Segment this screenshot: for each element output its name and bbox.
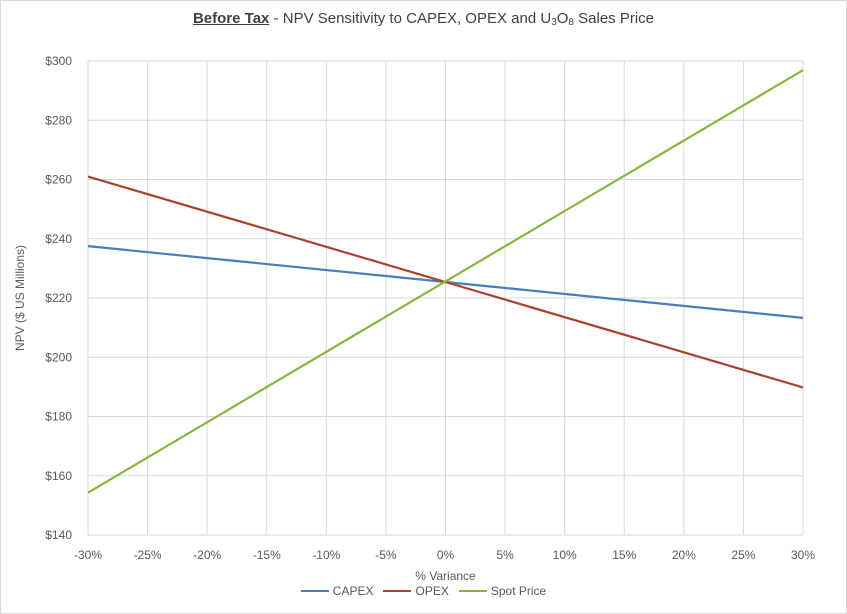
y-tick-label: $140 [45, 528, 72, 542]
x-tick-label: 0% [437, 548, 455, 562]
legend-swatch [458, 590, 487, 592]
y-tick-label: $240 [45, 232, 72, 246]
title-subscript-8: 8 [568, 17, 574, 28]
series-line-spot-price [87, 69, 804, 494]
x-tick-label: 15% [612, 548, 636, 562]
title-subscript-3: 3 [551, 17, 557, 28]
y-axis-tick-labels: $140 $160 $180 $200 $220 $240 $260 $280 $300 [45, 54, 72, 542]
x-tick-label: 30% [791, 548, 815, 562]
legend-item-capex: CAPEX [300, 584, 374, 598]
x-tick-label: 10% [553, 548, 577, 562]
y-tick-label: $300 [45, 54, 72, 68]
x-tick-label: -10% [312, 548, 340, 562]
y-axis-title: NPV ($ US Millions) [13, 245, 27, 351]
x-axis-tick-labels: -30% -25% -20% -15% -10% -5% 0% 5% 10% 15% 20% 25% 3… [74, 548, 815, 562]
x-tick-label: -5% [375, 548, 397, 562]
gridlines [87, 60, 804, 536]
y-tick-label: $160 [45, 469, 72, 483]
x-axis-title: % Variance [415, 569, 476, 583]
y-tick-label: $220 [45, 291, 72, 305]
x-tick-label: -20% [193, 548, 221, 562]
title-end: Sales Price [573, 10, 655, 27]
legend-label: OPEX [415, 584, 449, 598]
title-before-tax: Before Tax [192, 10, 270, 27]
y-tick-label: $280 [45, 113, 72, 127]
legend-swatch [383, 590, 412, 592]
y-tick-label: $180 [45, 410, 72, 424]
chart-legend: CAPEX OPEX Spot Price [0, 584, 847, 598]
series-lines [87, 69, 804, 494]
legend-item-spot-price: Spot Price [458, 584, 547, 598]
y-tick-label: $200 [45, 350, 72, 364]
x-tick-label: 5% [496, 548, 514, 562]
title-oxygen: O [556, 10, 569, 27]
legend-label: CAPEX [332, 584, 374, 598]
title-separator: - [269, 10, 283, 27]
chart-title: Before Tax - NPV Sensitivity to CAPEX, O… [0, 10, 847, 28]
legend-label: Spot Price [490, 584, 547, 598]
y-tick-label: $260 [45, 173, 72, 187]
x-tick-label: -30% [74, 548, 102, 562]
x-tick-label: 25% [731, 548, 755, 562]
title-main: NPV Sensitivity to CAPEX, OPEX and U [282, 10, 552, 27]
x-tick-label: 20% [672, 548, 696, 562]
legend-swatch [300, 590, 329, 592]
x-tick-label: -15% [253, 548, 281, 562]
x-tick-label: -25% [134, 548, 162, 562]
legend-item-opex: OPEX [383, 584, 449, 598]
